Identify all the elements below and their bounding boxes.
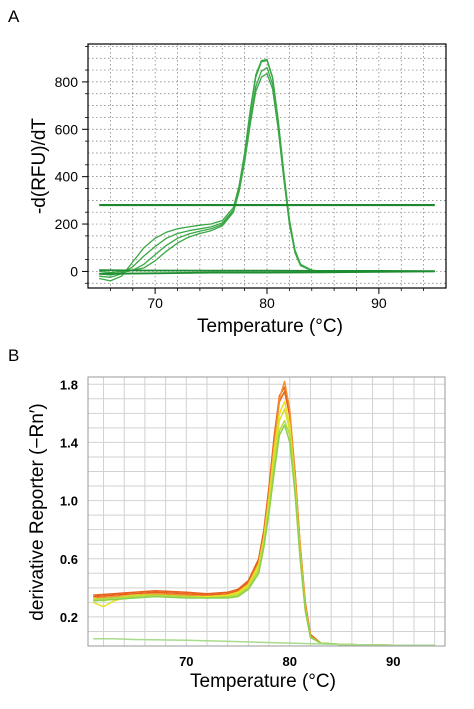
series-line (99, 67, 435, 276)
y-tick-label: 800 (55, 74, 79, 90)
x-tick-label: 90 (386, 654, 400, 669)
y-ticks-b: 0.2 0.6 1.0 1.4 1.8 (60, 377, 79, 625)
y-tick-label: 0 (70, 263, 78, 279)
x-tick-label: 70 (147, 295, 163, 311)
series-line (93, 424, 435, 647)
y-tick-label: 400 (55, 169, 79, 185)
x-axis-title-b: Temperature (°C) (190, 671, 336, 692)
x-ticks-b: 70 80 90 (179, 654, 400, 669)
x-tick-label: 80 (259, 295, 275, 311)
y-tick-label: 1.0 (60, 494, 78, 509)
series-line (93, 637, 435, 647)
y-tick-label: 200 (55, 216, 79, 232)
x-ticks-a: 70 80 90 (109, 288, 425, 311)
series-group-a (99, 58, 435, 282)
y-tick-label: 1.8 (60, 377, 78, 392)
y-ticks-a: 0 200 400 600 800 (55, 45, 88, 284)
x-axis-title-a: Temperature (°C) (197, 316, 343, 337)
grid-b (88, 377, 445, 646)
y-tick-label: 0.6 (60, 552, 78, 567)
panel-label-a: A (8, 7, 20, 26)
y-axis-title-a: -d(RFU)/dT (29, 118, 50, 214)
series-line (99, 269, 435, 273)
series-group-b (92, 380, 435, 647)
y-tick-label: 0.2 (60, 610, 78, 625)
x-tick-label: 80 (283, 654, 297, 669)
y-axis-title-b: derivative Reporter (−Rn′) (27, 403, 48, 620)
panel-label-b: B (8, 346, 19, 365)
x-tick-label: 90 (371, 295, 387, 311)
series-line (99, 270, 435, 275)
plot-frame-b (87, 376, 446, 647)
y-tick-label: 1.4 (60, 435, 79, 450)
y-tick-label: 600 (55, 121, 79, 137)
x-tick-label: 70 (179, 654, 193, 669)
grid-a (88, 44, 446, 288)
